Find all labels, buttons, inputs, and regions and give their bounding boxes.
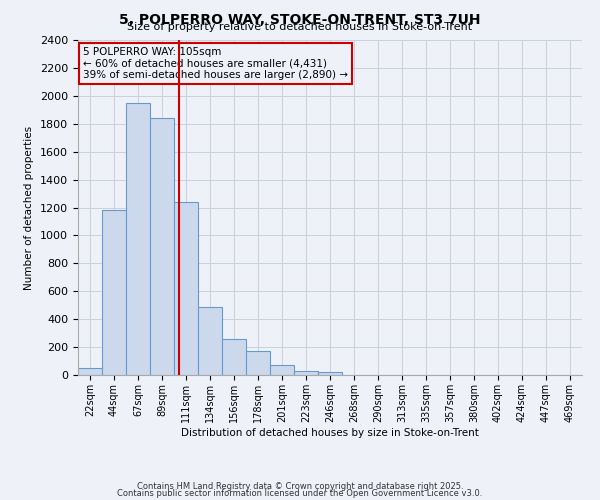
Bar <box>294 371 318 375</box>
Bar <box>246 352 270 375</box>
Bar <box>174 202 198 375</box>
Text: Contains public sector information licensed under the Open Government Licence v3: Contains public sector information licen… <box>118 490 482 498</box>
Bar <box>198 306 222 375</box>
Y-axis label: Number of detached properties: Number of detached properties <box>25 126 34 290</box>
X-axis label: Distribution of detached houses by size in Stoke-on-Trent: Distribution of detached houses by size … <box>181 428 479 438</box>
Text: 5, POLPERRO WAY, STOKE-ON-TRENT, ST3 7UH: 5, POLPERRO WAY, STOKE-ON-TRENT, ST3 7UH <box>119 12 481 26</box>
Text: Contains HM Land Registry data © Crown copyright and database right 2025.: Contains HM Land Registry data © Crown c… <box>137 482 463 491</box>
Text: Size of property relative to detached houses in Stoke-on-Trent: Size of property relative to detached ho… <box>127 22 473 32</box>
Bar <box>222 338 246 375</box>
Bar <box>78 368 102 375</box>
Bar <box>270 365 294 375</box>
Bar <box>150 118 174 375</box>
Bar <box>102 210 126 375</box>
Text: 5 POLPERRO WAY: 105sqm
← 60% of detached houses are smaller (4,431)
39% of semi-: 5 POLPERRO WAY: 105sqm ← 60% of detached… <box>83 46 348 80</box>
Bar <box>318 372 342 375</box>
Bar <box>126 103 150 375</box>
